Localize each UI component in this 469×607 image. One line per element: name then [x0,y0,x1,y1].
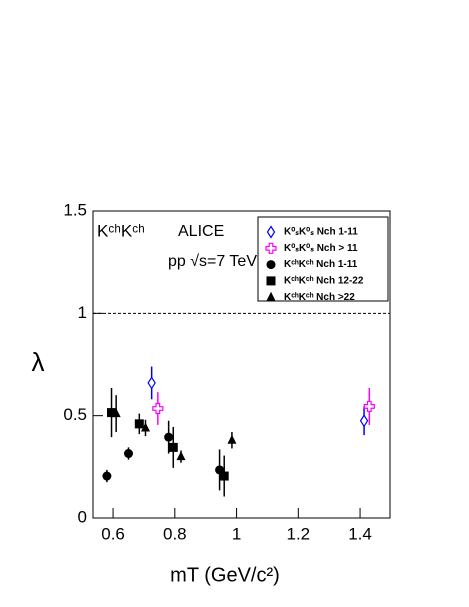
legend-marker [265,242,277,254]
y-tick-label: 0 [78,507,87,526]
marker [219,471,229,481]
x-axis-label: mT (GeV/c²) [170,564,280,586]
marker [359,414,369,428]
y-tick-label: 1.5 [63,200,87,219]
x-tick-label: 0.8 [163,524,187,543]
marker [111,408,121,418]
marker [140,422,150,432]
marker [134,419,144,429]
x-tick-label: 1 [232,524,241,543]
x-tick-label: 1.2 [286,524,310,543]
marker [124,449,134,459]
y-axis-label: λ [32,347,45,377]
marker [107,408,117,418]
plot-frame [92,210,391,519]
marker [168,442,178,452]
marker [176,451,186,461]
legend-marker [266,291,276,301]
legend-marker [266,276,276,286]
marker [102,471,112,481]
legend-label: K⁰ₛK⁰ₛ Nch > 11 [284,243,358,254]
x-tick-label: 0.6 [101,524,125,543]
annotation: ALICE [178,223,224,240]
marker [152,402,164,415]
legend-label: KᶜʰKᶜʰ Nch 1-11 [284,259,358,270]
legend-box [257,216,389,302]
legend-label: KᶜʰKᶜʰ Nch >22 [284,292,355,303]
legend-marker [266,260,276,270]
marker [227,434,237,444]
annotation: KᶜʰKᶜʰ [97,221,145,240]
legend-label: K⁰ₛK⁰ₛ Nch 1-11 [284,227,358,238]
y-tick-label: 0.5 [63,405,87,424]
legend-marker [266,225,276,239]
marker [164,432,174,442]
annotation: pp √s=7 TeV [168,253,257,270]
y-tick-label: 1 [78,303,87,322]
x-tick-label: 1.4 [348,524,372,543]
marker [363,400,375,413]
marker [147,376,156,390]
legend-label: KᶜʰKᶜʰ Nch 12-22 [284,276,364,287]
